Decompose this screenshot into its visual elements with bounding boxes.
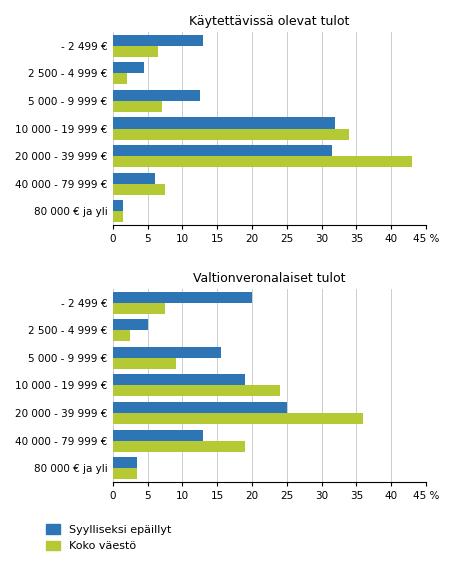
Bar xyxy=(113,211,123,222)
Bar xyxy=(113,200,123,211)
Bar xyxy=(113,303,165,314)
Bar xyxy=(113,374,245,386)
Bar xyxy=(113,291,252,303)
Bar xyxy=(113,402,287,413)
Bar xyxy=(113,101,162,112)
Bar xyxy=(113,35,203,46)
Bar xyxy=(113,129,349,139)
Bar xyxy=(113,330,130,341)
Bar xyxy=(113,46,158,57)
Bar xyxy=(113,184,165,194)
Bar xyxy=(113,145,332,156)
Bar xyxy=(113,347,221,358)
Title: Käytettävissä olevat tulot: Käytettävissä olevat tulot xyxy=(189,15,350,28)
Bar xyxy=(113,319,148,330)
Bar xyxy=(113,156,412,167)
Bar xyxy=(113,172,155,184)
Bar xyxy=(113,358,176,369)
Bar xyxy=(113,386,280,396)
Bar xyxy=(113,413,363,424)
Bar xyxy=(113,117,336,129)
Legend: Syylliseksi epäillyt, Koko väestö: Syylliseksi epäillyt, Koko väestö xyxy=(42,520,175,556)
Title: Valtionveronalaiset tulot: Valtionveronalaiset tulot xyxy=(193,272,345,285)
Bar xyxy=(113,62,144,73)
Bar xyxy=(113,441,245,451)
Bar xyxy=(113,468,137,479)
Bar xyxy=(113,430,203,441)
Bar xyxy=(113,73,127,84)
Bar xyxy=(113,90,200,101)
Bar xyxy=(113,457,137,468)
